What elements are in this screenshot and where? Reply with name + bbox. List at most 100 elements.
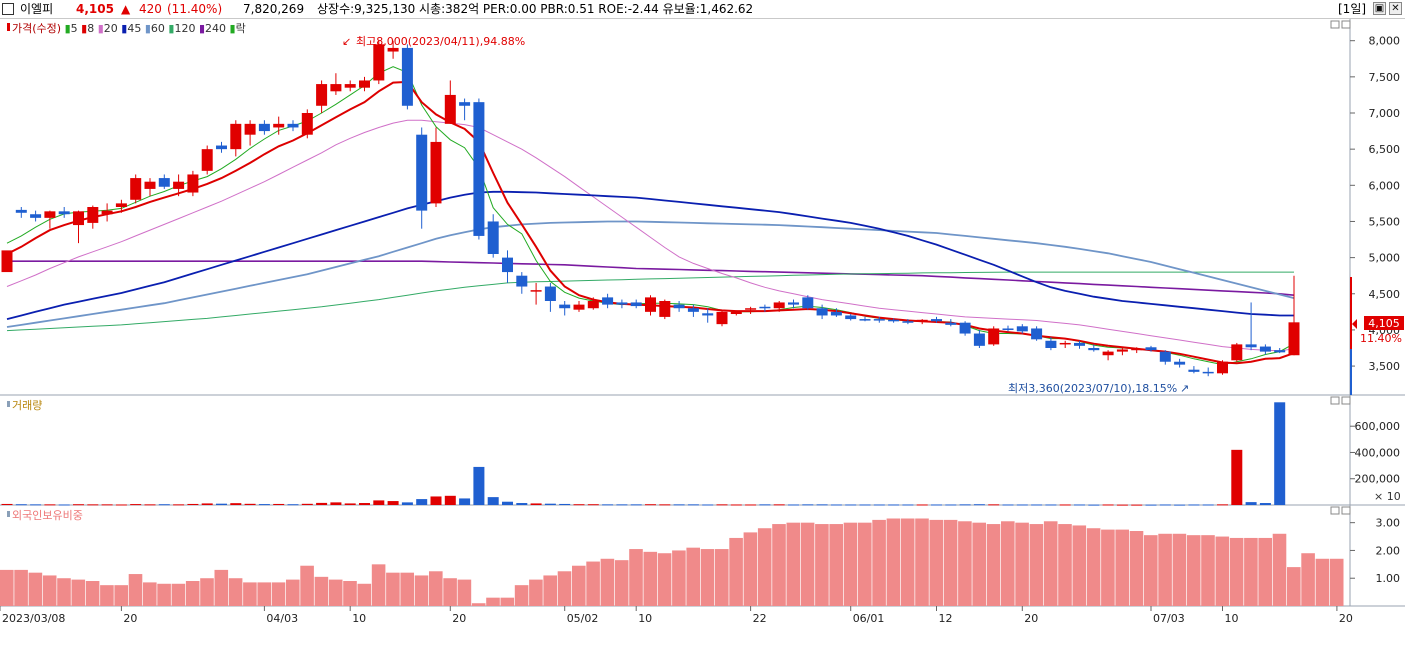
- foreign-holding-bar: [1058, 524, 1072, 606]
- volume-bar: [902, 504, 914, 506]
- foreign-holding-bar: [786, 522, 801, 606]
- foreign-holding-bar: [886, 518, 901, 606]
- volume-bar: [87, 504, 99, 506]
- candle-body: [587, 301, 599, 309]
- foreign-holding-legend: 외국인보유비중: [7, 509, 83, 522]
- foreign-holding-bar: [1329, 558, 1344, 606]
- candle: [344, 80, 356, 92]
- candle-body: [344, 84, 356, 88]
- candle: [916, 319, 928, 325]
- candle: [1002, 325, 1014, 332]
- candle-body: [1116, 349, 1128, 352]
- change-value: 420: [139, 2, 162, 16]
- candle: [101, 203, 113, 222]
- candle-body: [387, 47, 399, 52]
- volume-bar: [730, 504, 742, 506]
- candle: [559, 301, 571, 316]
- legend-item: 락: [236, 22, 246, 35]
- candle: [1145, 345, 1157, 352]
- foreign-holding-bar: [1043, 521, 1058, 606]
- candle: [359, 76, 370, 92]
- foreign-holding-bar: [343, 581, 357, 606]
- low-arrow: ↗: [1180, 382, 1189, 395]
- candle: [130, 174, 142, 204]
- volume-bar: [1102, 504, 1114, 506]
- candle: [716, 311, 728, 327]
- foreign-holding-bar: [443, 578, 457, 606]
- candle-body: [1002, 328, 1014, 330]
- candle-body: [187, 174, 199, 193]
- volume-bar: [602, 504, 614, 506]
- restore-icon[interactable]: ▣: [1373, 2, 1386, 15]
- candle: [316, 80, 328, 113]
- candle-body: [959, 322, 971, 334]
- candle: [973, 329, 985, 348]
- volume-bar: [430, 496, 442, 505]
- volume-bar: [58, 504, 70, 506]
- volume-bar: [473, 466, 485, 505]
- candle: [15, 207, 27, 218]
- candle: [187, 170, 199, 197]
- foreign-holding-bar: [1115, 529, 1129, 606]
- select-checkbox[interactable]: [2, 3, 14, 15]
- candle-body: [58, 211, 70, 215]
- legend-swatch: ▮: [195, 22, 205, 35]
- candle: [802, 295, 814, 310]
- foreign-holding-bar: [257, 582, 271, 606]
- volume-bar: [745, 504, 757, 506]
- candle-body: [773, 302, 785, 309]
- candle-body: [945, 322, 957, 325]
- foreign-tick-label: 2.00: [1376, 544, 1401, 557]
- legend-swatch: ▮: [118, 22, 128, 35]
- candle: [1031, 326, 1043, 341]
- volume-panel-buttons[interactable]: [1330, 396, 1351, 405]
- candle: [115, 199, 127, 213]
- volume-bar: [1088, 504, 1100, 506]
- candle-body: [988, 328, 1000, 345]
- volume-bar: [1217, 504, 1228, 506]
- candle-body: [473, 102, 485, 236]
- volume-bar: [216, 503, 227, 505]
- candle: [745, 306, 757, 315]
- candle: [459, 98, 471, 121]
- period-selector[interactable]: [1일]: [1338, 2, 1367, 16]
- candle: [373, 40, 385, 85]
- candle: [859, 316, 871, 322]
- candle: [87, 205, 99, 229]
- close-icon[interactable]: ✕: [1389, 2, 1402, 15]
- foreign-holding-bar: [829, 524, 843, 606]
- candle-body: [1231, 344, 1243, 361]
- candle-body: [745, 308, 757, 310]
- candle: [1, 250, 13, 273]
- legend-swatch: ▮: [165, 22, 175, 35]
- volume-bar: [1231, 449, 1243, 505]
- volume-bar: [15, 504, 27, 506]
- candle-body: [173, 181, 185, 189]
- foreign-holding-bar: [1287, 567, 1301, 606]
- volume-bar: [1074, 504, 1085, 506]
- foreign-holding-bar: [1072, 525, 1087, 606]
- candle: [630, 299, 642, 309]
- foreign-holding-bar: [972, 522, 986, 606]
- candle: [487, 214, 499, 258]
- candle: [945, 319, 957, 327]
- candle-body: [1188, 369, 1200, 372]
- candle: [988, 326, 1000, 346]
- candle: [516, 272, 528, 294]
- foreign-holding-bar: [57, 578, 71, 606]
- candle: [1045, 337, 1057, 351]
- volume-legend-label: 거래량: [12, 399, 42, 412]
- price-panel-buttons[interactable]: [1330, 20, 1351, 29]
- foreign-holding-bar: [185, 581, 200, 606]
- candle: [544, 282, 556, 312]
- legend-item: 120: [174, 22, 195, 35]
- candle-body: [788, 302, 799, 305]
- foreign-holding-bar: [143, 582, 157, 606]
- candle-body: [416, 134, 428, 211]
- volume-bar: [1116, 504, 1128, 506]
- foreign-holding-bar: [586, 561, 600, 606]
- volume-bar: [287, 504, 299, 506]
- foreign-panel-buttons[interactable]: [1330, 506, 1351, 515]
- foreign-holding-bar: [757, 528, 772, 606]
- candle: [173, 174, 185, 197]
